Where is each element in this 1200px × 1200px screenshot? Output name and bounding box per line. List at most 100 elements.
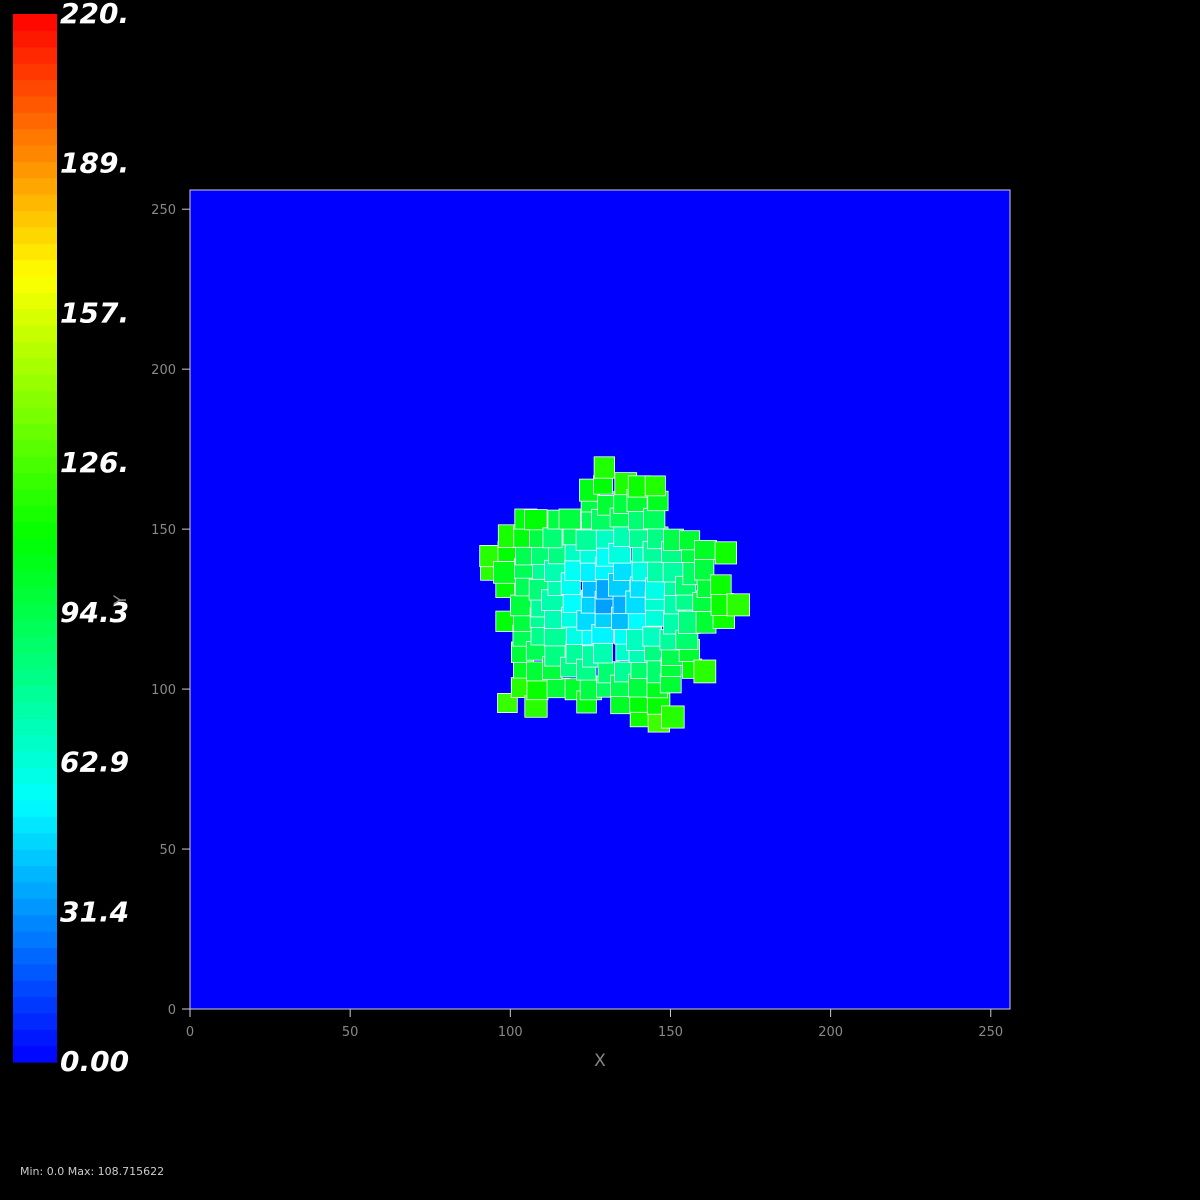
colorbar-band bbox=[13, 1045, 57, 1063]
colorbar-band bbox=[13, 472, 57, 490]
colorbar-band bbox=[13, 570, 57, 588]
colorbar-band bbox=[13, 963, 57, 981]
colorbar-band bbox=[13, 669, 57, 686]
x-tick-label: 250 bbox=[978, 1025, 1003, 1040]
colorbar-band bbox=[13, 276, 57, 293]
colorbar-label: 31.4 bbox=[60, 895, 129, 928]
colorbar-band bbox=[13, 980, 57, 998]
y-tick-label: 200 bbox=[151, 363, 176, 378]
colorbar-band bbox=[13, 456, 57, 474]
colorbar-band bbox=[13, 1012, 57, 1030]
cell bbox=[526, 677, 549, 701]
colorbar-band bbox=[13, 865, 57, 883]
colorbar-band bbox=[13, 718, 57, 736]
colorbar-band bbox=[13, 832, 57, 850]
colorbar-band bbox=[13, 538, 57, 555]
colorbar-band bbox=[13, 194, 57, 212]
cell bbox=[726, 593, 751, 617]
colorbar-band bbox=[13, 439, 57, 457]
colorbar-band bbox=[13, 783, 57, 801]
y-tick-label: 250 bbox=[151, 203, 176, 218]
x-tick-label: 0 bbox=[186, 1025, 194, 1040]
y-axis-title: Y bbox=[111, 594, 131, 606]
colorbar-label: 0.00 bbox=[60, 1045, 129, 1078]
y-tick-label: 0 bbox=[168, 1003, 176, 1018]
cell-cluster bbox=[479, 456, 751, 733]
colorbar-band bbox=[13, 292, 57, 310]
cell bbox=[593, 456, 615, 479]
y-tick-label: 150 bbox=[151, 523, 176, 538]
colorbar-band bbox=[13, 587, 57, 605]
colorbar-band bbox=[13, 357, 57, 375]
cell bbox=[642, 626, 663, 647]
colorbar-label: 94.3 bbox=[60, 596, 129, 629]
colorbar-band bbox=[13, 112, 57, 130]
colorbar-band bbox=[13, 423, 57, 441]
colorbar-band bbox=[13, 800, 57, 817]
colorbar-band bbox=[13, 243, 57, 261]
x-tick-label: 100 bbox=[498, 1025, 523, 1040]
y-tick-label: 100 bbox=[151, 683, 176, 698]
cell bbox=[643, 507, 666, 530]
colorbar-label: 189. bbox=[60, 147, 129, 180]
colorbar-band bbox=[13, 407, 57, 424]
colorbar-band bbox=[13, 210, 57, 228]
cell bbox=[694, 540, 718, 560]
cell bbox=[542, 527, 563, 549]
cell bbox=[493, 561, 517, 584]
colorbar-band bbox=[13, 14, 57, 31]
colorbar-band bbox=[13, 652, 57, 670]
colorbar-band bbox=[13, 30, 57, 48]
colorbar-band bbox=[13, 750, 57, 768]
colorbar-band bbox=[13, 914, 57, 932]
y-tick-label: 50 bbox=[159, 843, 176, 858]
colorbar-band bbox=[13, 505, 57, 523]
cell bbox=[509, 594, 532, 617]
cell bbox=[497, 693, 518, 714]
cell bbox=[562, 592, 585, 613]
colorbar-band bbox=[13, 95, 57, 113]
colorbar-band bbox=[13, 685, 57, 703]
colorbar-band bbox=[13, 898, 57, 916]
colorbar-band bbox=[13, 341, 57, 359]
colorbar-band bbox=[13, 767, 57, 785]
colorbar-band bbox=[13, 259, 57, 277]
colorbar-label: 157. bbox=[60, 296, 129, 329]
colorbar-band bbox=[13, 849, 57, 867]
cell bbox=[558, 508, 581, 530]
x-tick-label: 150 bbox=[658, 1025, 683, 1040]
colorbar-band bbox=[13, 816, 57, 834]
cell bbox=[693, 659, 717, 684]
colorbar-label: 126. bbox=[60, 446, 129, 479]
plot-frame bbox=[189, 189, 1011, 1010]
colorbar-band bbox=[13, 374, 57, 392]
colorbar-band bbox=[13, 554, 57, 572]
colorbar-band bbox=[13, 488, 57, 506]
colorbar-band bbox=[13, 996, 57, 1014]
colorbar-labels: 220. 189. 157. 126. 94.3 62.9 31.4 0.00 bbox=[60, 0, 129, 1078]
colorbar-band bbox=[13, 881, 57, 899]
colorbar-band bbox=[13, 521, 57, 539]
x-axis-title: X bbox=[594, 1051, 606, 1071]
colorbar-label: 62.9 bbox=[60, 746, 129, 779]
colorbar-band bbox=[13, 46, 57, 64]
cell bbox=[714, 541, 737, 565]
colorbar-band bbox=[13, 390, 57, 408]
colorbar-band bbox=[13, 1029, 57, 1047]
colorbar-band bbox=[13, 177, 57, 195]
cell bbox=[524, 509, 548, 531]
x-tick-label: 200 bbox=[818, 1025, 843, 1040]
colorbar-band bbox=[13, 931, 57, 948]
colorbar-band bbox=[13, 226, 57, 244]
axes: 0 50 100 150 200 250 0 50 100 150 200 250 bbox=[151, 203, 1003, 1040]
colorbar-band bbox=[13, 325, 57, 343]
colorbar-band bbox=[13, 63, 57, 81]
cell bbox=[644, 475, 666, 497]
colorbar-band bbox=[13, 947, 57, 965]
colorbar-band bbox=[13, 701, 57, 719]
cell bbox=[575, 529, 599, 551]
colorbar-band bbox=[13, 734, 57, 752]
colorbar-band bbox=[13, 161, 57, 179]
x-tick-label: 50 bbox=[342, 1025, 359, 1040]
colorbar-band bbox=[13, 145, 57, 162]
